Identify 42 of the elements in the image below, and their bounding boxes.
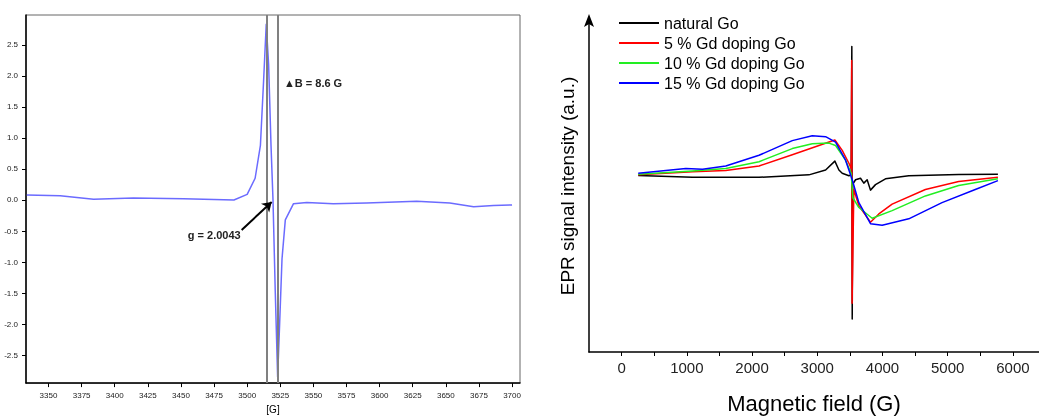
- x-tick-label: 3000: [800, 359, 834, 376]
- y-axis-title: EPR signal intensity (a.u.): [557, 76, 578, 296]
- y-tick-label: -2.5: [4, 350, 19, 360]
- x-tick-label: 3350: [39, 390, 58, 400]
- x-axis-title: Magnetic field (G): [727, 390, 901, 416]
- x-tick-label: 3600: [370, 390, 390, 400]
- x-tick-label: 3400: [105, 390, 125, 400]
- x-tick-label: 3575: [337, 390, 356, 400]
- x-tick-label: 0: [617, 359, 626, 376]
- y-tick-label: 2.0: [6, 71, 19, 81]
- x-tick-label: 3450: [172, 390, 191, 400]
- x-tick-label: 3650: [436, 390, 456, 400]
- legend-label: 5 % Gd doping Go: [664, 34, 796, 52]
- x-tick-label: 1000: [670, 359, 704, 376]
- x-tick-label: 3375: [72, 390, 92, 400]
- x-tick-label: 3625: [403, 390, 423, 400]
- x-tick-label: 3475: [205, 390, 224, 400]
- y-tick-label: 2.5: [6, 40, 19, 50]
- x-tick-label: 3700: [503, 390, 522, 400]
- x-tick-label: 5000: [931, 359, 965, 376]
- x-tick-label: 4000: [865, 359, 900, 376]
- y-tick-label: 1.5: [6, 102, 19, 112]
- x-tick-label: 3550: [304, 390, 323, 400]
- annotation: ▲B = 8.6 G: [283, 77, 343, 89]
- x-tick-label: 6000: [996, 359, 1030, 376]
- y-tick-label: 1.0: [6, 133, 19, 143]
- y-tick-label: -2.0: [4, 319, 19, 329]
- legend-label: 15 % Gd doping Go: [664, 74, 805, 92]
- x-tick-label: 3425: [138, 390, 158, 400]
- legend-label: natural Go: [664, 14, 739, 32]
- x-tick-label: 3675: [470, 390, 489, 400]
- x-tick-label: 3525: [271, 390, 290, 400]
- x-axis-title: [G]: [266, 403, 280, 415]
- x-tick-label: 2000: [735, 359, 769, 376]
- y-tick-label: 0.0: [6, 195, 19, 205]
- y-tick-label: 0.5: [6, 164, 19, 174]
- annotation: g = 2.0043: [187, 228, 241, 241]
- y-tick-label: -1.0: [4, 257, 19, 267]
- legend-label: 10 % Gd doping Go: [664, 54, 805, 72]
- y-tick-label: -0.5: [4, 226, 19, 236]
- y-tick-label: -1.5: [4, 288, 19, 298]
- x-tick-label: 3500: [238, 390, 257, 400]
